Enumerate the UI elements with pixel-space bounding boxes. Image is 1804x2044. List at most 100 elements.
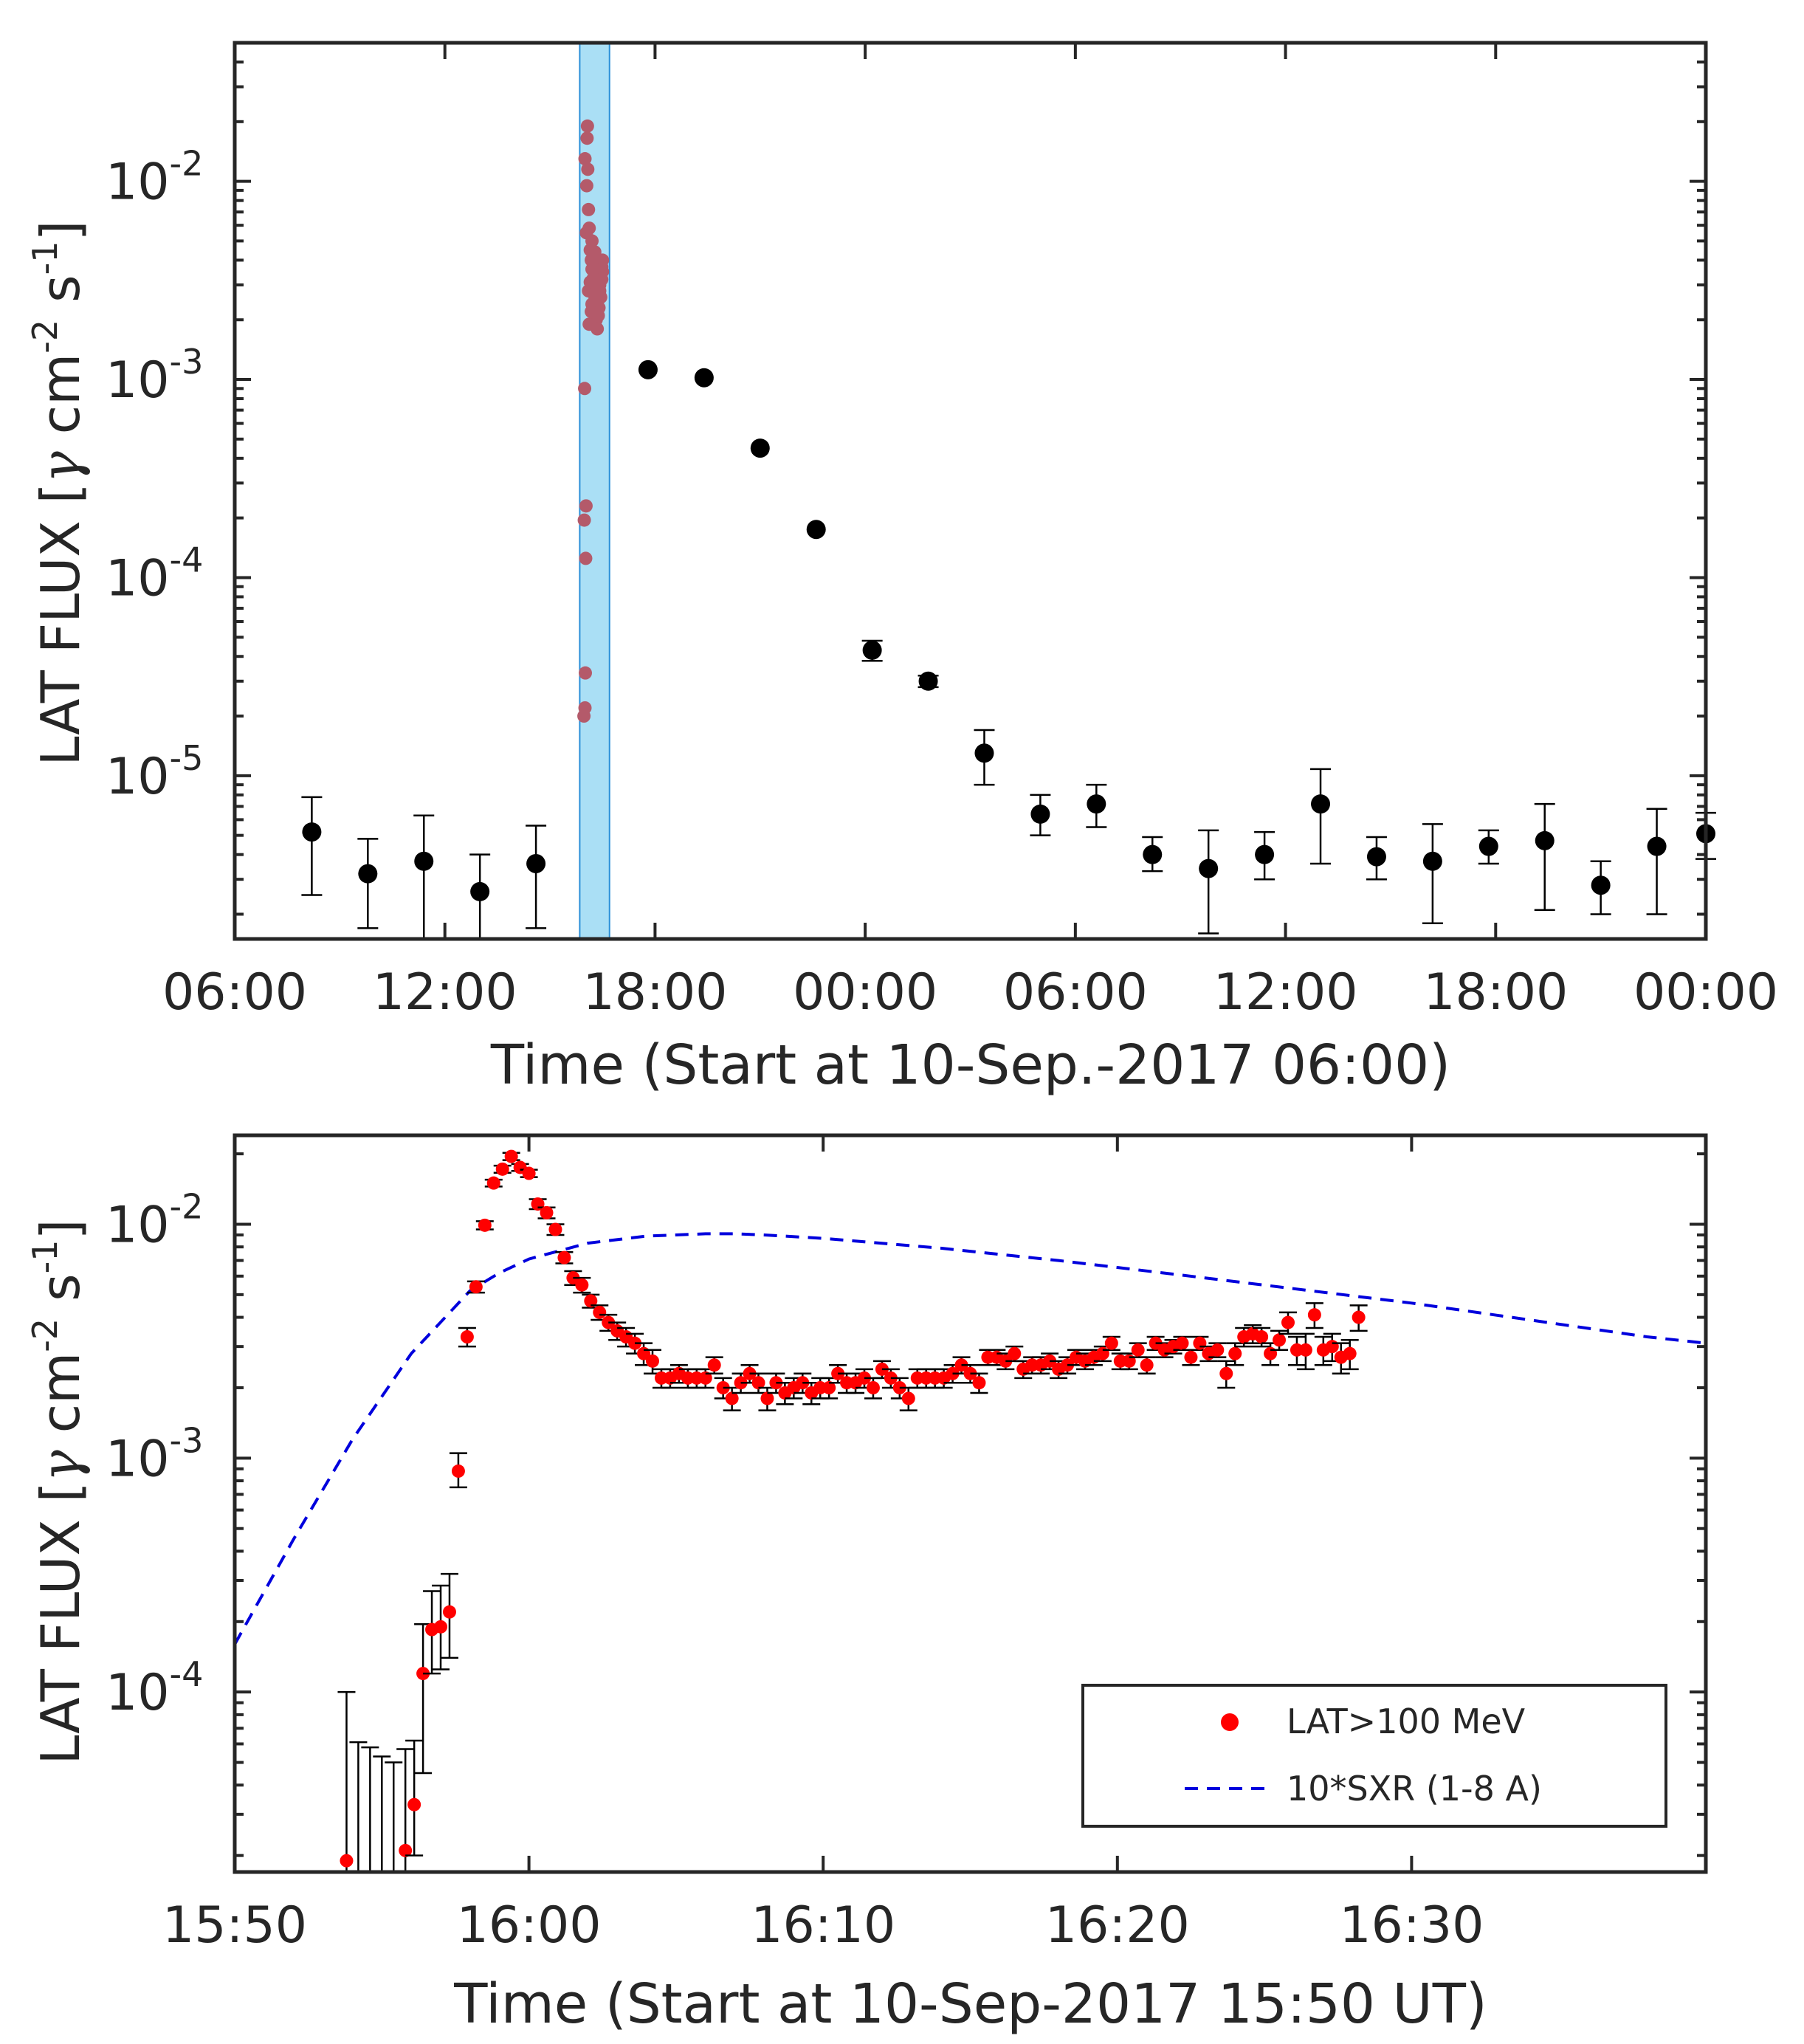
top-y-tick-label: 10-5 bbox=[106, 738, 203, 806]
top-flare-point bbox=[577, 513, 591, 527]
bottom-x-tick-labels: 15:50 16:00 16:10 16:20 16:30 bbox=[162, 1896, 1484, 1955]
top-flare-point bbox=[581, 162, 595, 176]
bottom-y-tick-labels: 10-4 10-3 10-2 bbox=[106, 1186, 203, 1722]
top-hourly-point bbox=[302, 822, 322, 842]
bottom-y-axis-title: LAT FLUX [γ cm-2 s-1] bbox=[25, 1219, 92, 1764]
top-flare-point bbox=[578, 666, 592, 680]
bot-lat-point bbox=[540, 1205, 554, 1219]
top-flare-point bbox=[582, 221, 596, 235]
top-flare-point bbox=[585, 305, 599, 319]
top-hourly-point bbox=[806, 520, 826, 540]
bottom-x-axis-title: Time (Start at 10-Sep-2017 15:50 UT) bbox=[453, 1972, 1487, 2036]
top-x-tick-label: 06:00 bbox=[1003, 963, 1148, 1022]
top-hourly-point bbox=[1199, 858, 1219, 878]
bottom-axis-ticks bbox=[233, 1135, 1706, 1872]
bot-lat-point bbox=[1281, 1315, 1295, 1329]
top-hourly-point bbox=[1311, 794, 1331, 814]
top-flare-point bbox=[582, 202, 596, 216]
top-flare-point bbox=[580, 119, 594, 133]
top-x-tick-label: 06:00 bbox=[162, 963, 307, 1022]
bot-lat-point bbox=[407, 1797, 421, 1811]
bot-x-tick-label: 15:50 bbox=[162, 1896, 307, 1955]
top-x-tick-label: 00:00 bbox=[1633, 963, 1778, 1022]
top-hourly-point bbox=[1422, 851, 1442, 871]
bot-lat-point bbox=[1228, 1346, 1242, 1360]
top-y-tick-labels: 10-5 10-4 10-3 10-2 bbox=[106, 144, 203, 806]
top-hourly-point bbox=[358, 864, 378, 884]
bot-lat-point bbox=[1131, 1343, 1145, 1357]
bot-lat-point bbox=[399, 1843, 413, 1857]
bot-lat-point bbox=[1193, 1336, 1207, 1350]
bot-lat-point bbox=[495, 1162, 509, 1176]
top-flare-point bbox=[579, 551, 593, 565]
top-hourly-point bbox=[694, 368, 714, 388]
legend-label-sxr: 10*SXR (1-8 A) bbox=[1287, 1769, 1542, 1809]
bot-lat-point bbox=[340, 1854, 354, 1868]
bot-lat-point bbox=[1352, 1310, 1366, 1324]
legend-box bbox=[1081, 1684, 1667, 1828]
top-plot-frame bbox=[233, 41, 1708, 941]
bottom-plot-frame bbox=[233, 1133, 1708, 1874]
top-hourly-point bbox=[750, 438, 770, 458]
top-flare-point bbox=[578, 701, 592, 715]
top-flare-point bbox=[582, 317, 596, 331]
bot-x-tick-label: 16:10 bbox=[751, 1896, 895, 1955]
top-flare-point bbox=[588, 245, 602, 259]
bot-lat-point bbox=[1175, 1336, 1189, 1350]
top-flare-point bbox=[578, 382, 592, 396]
bot-lat-point bbox=[557, 1250, 571, 1264]
bot-lat-point bbox=[822, 1380, 836, 1394]
bot-y-tick-label: 10-3 bbox=[106, 1420, 203, 1488]
top-hourly-point bbox=[1255, 844, 1275, 864]
bot-lat-point bbox=[451, 1464, 465, 1478]
bot-y-tick-label: 10-2 bbox=[106, 1186, 203, 1254]
top-hourly-point bbox=[1030, 804, 1050, 824]
top-flare-point bbox=[579, 499, 593, 513]
top-flare-point bbox=[593, 284, 607, 298]
bot-lat-point bbox=[442, 1605, 456, 1619]
top-x-tick-label: 12:00 bbox=[1213, 963, 1358, 1022]
top-hourly-point bbox=[638, 359, 658, 379]
bot-x-tick-label: 16:30 bbox=[1339, 1896, 1484, 1955]
bot-x-tick-label: 16:00 bbox=[457, 1896, 602, 1955]
bot-lat-point bbox=[504, 1149, 518, 1163]
top-hourly-point bbox=[1647, 836, 1667, 856]
bottom-chart-panel: 15:50 16:00 16:10 16:20 16:30 10-4 10-3 10-2 L… bbox=[25, 1133, 1708, 2036]
bot-lat-point bbox=[478, 1218, 492, 1232]
bot-lat-point bbox=[901, 1391, 915, 1405]
bot-lat-point bbox=[1343, 1346, 1357, 1360]
bot-lat-point bbox=[751, 1376, 765, 1390]
bot-lat-point bbox=[1211, 1343, 1225, 1357]
bot-y-tick-label: 10-4 bbox=[106, 1654, 203, 1722]
bot-lat-point bbox=[1140, 1358, 1154, 1372]
top-flare-point bbox=[579, 179, 593, 193]
top-series-hourly bbox=[301, 359, 1716, 939]
bot-lat-point bbox=[1219, 1366, 1233, 1380]
top-hourly-point bbox=[918, 671, 938, 691]
bot-lat-point bbox=[548, 1222, 562, 1236]
bot-lat-point bbox=[469, 1280, 483, 1294]
top-hourly-point bbox=[1366, 847, 1386, 867]
flare-highlight-band bbox=[579, 42, 610, 940]
top-y-tick-label: 10-4 bbox=[106, 540, 203, 608]
bot-x-tick-label: 16:20 bbox=[1045, 1896, 1190, 1955]
top-hourly-point bbox=[1143, 844, 1163, 864]
bot-lat-point bbox=[1255, 1330, 1269, 1344]
bot-lat-point bbox=[1095, 1346, 1109, 1360]
bot-lat-point bbox=[486, 1176, 500, 1190]
top-x-tick-label: 12:00 bbox=[373, 963, 517, 1022]
bot-lat-point bbox=[434, 1620, 448, 1634]
bot-lat-point bbox=[1307, 1308, 1321, 1322]
top-x-axis-title: Time (Start at 10-Sep.-2017 06:00) bbox=[490, 1033, 1450, 1097]
top-hourly-point bbox=[526, 853, 546, 873]
top-flare-point bbox=[585, 234, 599, 248]
bot-lat-point bbox=[1008, 1346, 1022, 1360]
bot-lat-point bbox=[1298, 1343, 1312, 1357]
bot-lat-point bbox=[866, 1380, 880, 1394]
bot-lat-point bbox=[593, 1305, 607, 1319]
bot-lat-point bbox=[646, 1354, 660, 1368]
bot-lat-point bbox=[1325, 1340, 1339, 1354]
bot-lat-point bbox=[1184, 1350, 1198, 1364]
top-y-axis-title: LAT FLUX [γ cm-2 s-1] bbox=[25, 220, 92, 765]
